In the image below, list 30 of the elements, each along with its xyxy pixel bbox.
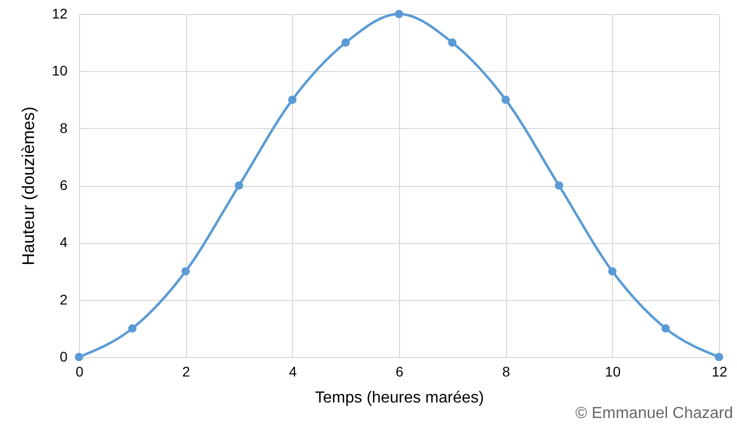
- point: [234, 181, 244, 190]
- text: © Emmanuel Chazard: [575, 405, 733, 422]
- point: [74, 352, 84, 362]
- x-tick-label: 4: [288, 364, 297, 380]
- point: [394, 10, 404, 18]
- point: [128, 324, 137, 333]
- x-tick-label: 2: [182, 364, 190, 380]
- x-tick-label: 10: [605, 364, 621, 380]
- point: [554, 181, 564, 190]
- y-tick-label: 8: [60, 120, 68, 136]
- y-tick-label: 6: [60, 177, 68, 193]
- x-tick-label: 8: [502, 364, 510, 380]
- point: [288, 96, 297, 104]
- point: [501, 96, 510, 104]
- x-tick-label: 6: [396, 364, 404, 380]
- x-tick-label: 0: [76, 364, 84, 380]
- x-tick-label: 12: [712, 364, 728, 380]
- x-axis-title: Temps (heures marées): [315, 390, 484, 406]
- y-tick-label: 2: [60, 291, 68, 308]
- point: [608, 267, 617, 276]
- y-axis-title: Hauteur (douzièmes): [18, 106, 38, 266]
- y-tick-label: 0: [60, 348, 68, 364]
- point: [181, 267, 190, 276]
- point: [714, 352, 724, 362]
- y-tick-label: 12: [52, 6, 68, 22]
- point: [661, 324, 670, 333]
- point: [341, 38, 350, 47]
- y-tick-label: 4: [60, 234, 68, 250]
- point: [448, 38, 457, 47]
- y-tick-label: 10: [52, 62, 68, 79]
